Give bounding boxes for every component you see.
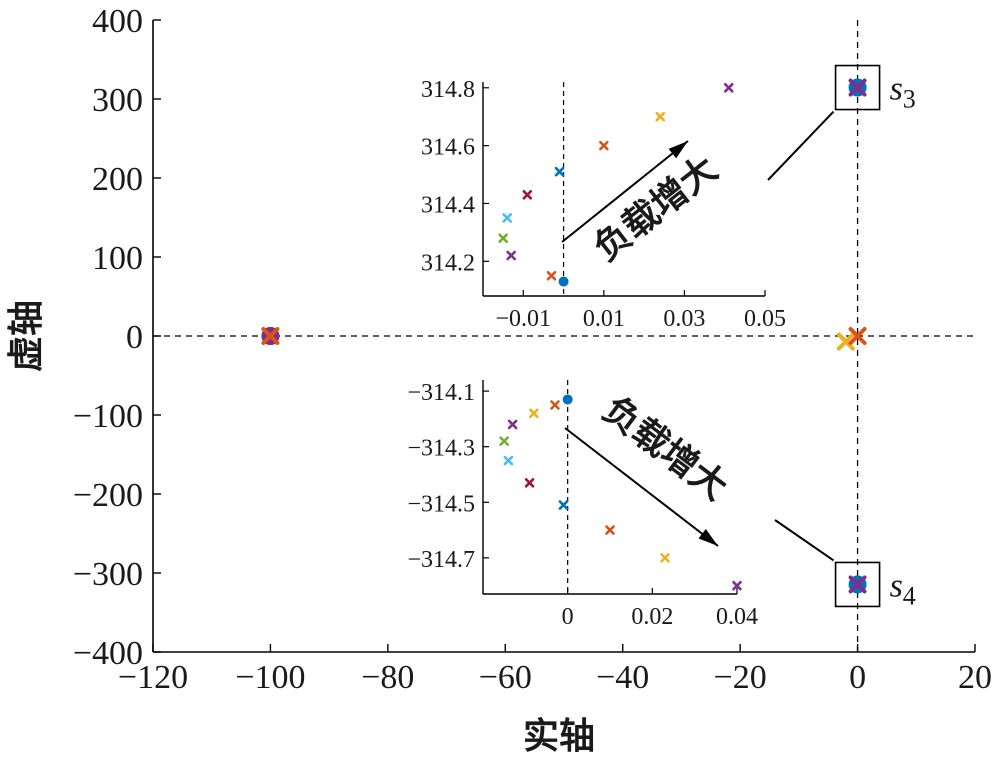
pole-x-marker bbox=[599, 140, 609, 151]
pole-x-marker bbox=[550, 400, 560, 410]
x-tick-label: −60 bbox=[479, 659, 532, 696]
arrow-head bbox=[668, 141, 688, 159]
inset-x-tick-label: 0.02 bbox=[631, 604, 673, 630]
pole-x-marker bbox=[605, 525, 615, 535]
pole-x-marker bbox=[848, 327, 867, 345]
pole-x-marker bbox=[506, 250, 517, 261]
inset-x-tick-label: 0 bbox=[562, 604, 574, 630]
load-increase-arrow bbox=[561, 140, 689, 243]
s3-highlight-box bbox=[834, 64, 881, 111]
y-tick-label: 400 bbox=[92, 3, 143, 40]
y-tick-label: −300 bbox=[73, 556, 143, 593]
pole-x-marker bbox=[723, 82, 734, 93]
pole-circle-marker bbox=[562, 394, 573, 405]
pole-x-marker bbox=[836, 332, 855, 351]
inset-x-tick-label: 0.01 bbox=[583, 306, 625, 332]
y-tick-label: 100 bbox=[92, 240, 143, 277]
inset-y-tick-label: −314.7 bbox=[407, 547, 475, 573]
arrow-head bbox=[698, 529, 718, 546]
y-tick-label: −400 bbox=[73, 635, 143, 672]
inset-y-tick-label: 314.8 bbox=[421, 77, 475, 103]
inset-x-tick-label: 0.03 bbox=[663, 306, 705, 332]
pole-x-marker bbox=[499, 436, 509, 446]
y-axis-title: 虚轴 bbox=[6, 300, 47, 372]
x-tick-label: 0 bbox=[849, 659, 866, 696]
inset-x-tick-label: 0.04 bbox=[716, 604, 758, 630]
pole-x-marker bbox=[660, 553, 670, 563]
inset-y-tick-label: 314.6 bbox=[421, 135, 475, 161]
pole-x-marker bbox=[507, 419, 518, 430]
load-increase-arrow bbox=[564, 427, 719, 547]
inset-y-tick-label: −314.5 bbox=[407, 491, 475, 517]
pole-x-marker bbox=[524, 478, 535, 488]
inset-y-tick-label: −314.3 bbox=[407, 436, 475, 462]
pole-x-marker bbox=[528, 408, 539, 419]
y-tick-label: −200 bbox=[73, 477, 143, 514]
s4-highlight-box bbox=[834, 561, 881, 608]
pole-x-marker bbox=[848, 575, 867, 594]
x-tick-label: −100 bbox=[235, 659, 305, 696]
x-tick-label: −80 bbox=[361, 659, 414, 696]
s4-leader-line bbox=[774, 519, 835, 562]
inset-x-tick-label: 0.05 bbox=[744, 306, 786, 332]
pole-x-marker bbox=[261, 327, 280, 345]
inset-y-tick-label: 314.2 bbox=[421, 250, 475, 276]
pole-x-marker bbox=[522, 189, 533, 200]
pole-x-marker bbox=[546, 270, 557, 281]
y-tick-label: 300 bbox=[92, 82, 143, 119]
pole-x-marker bbox=[554, 166, 565, 177]
pole-x-marker bbox=[655, 111, 666, 122]
inset-y-tick-label: 314.4 bbox=[421, 192, 475, 218]
y-tick-label: −100 bbox=[73, 398, 143, 435]
pole-x-marker bbox=[502, 213, 512, 223]
s4-label: s4 bbox=[890, 567, 916, 610]
inset-background bbox=[483, 82, 765, 296]
inset-top-plot: −0.01 0.01 0.03 0.05314.2314.4314.6314.8负载增… bbox=[421, 77, 786, 332]
main-axes: −120 −100 −80 −60 −40 −20 0 20−400−300−200−1000… bbox=[6, 3, 992, 757]
x-tick-label: −20 bbox=[714, 659, 767, 696]
pole-x-marker bbox=[503, 455, 514, 466]
pole-x-marker bbox=[498, 233, 508, 243]
y-tick-label: 200 bbox=[92, 161, 143, 198]
x-tick-label: −40 bbox=[596, 659, 649, 696]
x-tick-label: −120 bbox=[118, 659, 188, 696]
pole-circle-marker bbox=[558, 276, 569, 287]
s3-leader-line bbox=[767, 110, 835, 181]
y-tick-label: 0 bbox=[126, 319, 143, 356]
x-axis-title: 实轴 bbox=[523, 716, 595, 757]
pole-x-marker bbox=[848, 78, 867, 97]
x-tick-label: 20 bbox=[958, 659, 992, 696]
pole-x-marker bbox=[558, 500, 569, 510]
inset-x-tick-label: −0.01 bbox=[496, 306, 552, 332]
pole-x-marker bbox=[732, 580, 742, 591]
inset-y-tick-label: −314.1 bbox=[407, 380, 475, 406]
s3-label: s3 bbox=[890, 71, 916, 114]
